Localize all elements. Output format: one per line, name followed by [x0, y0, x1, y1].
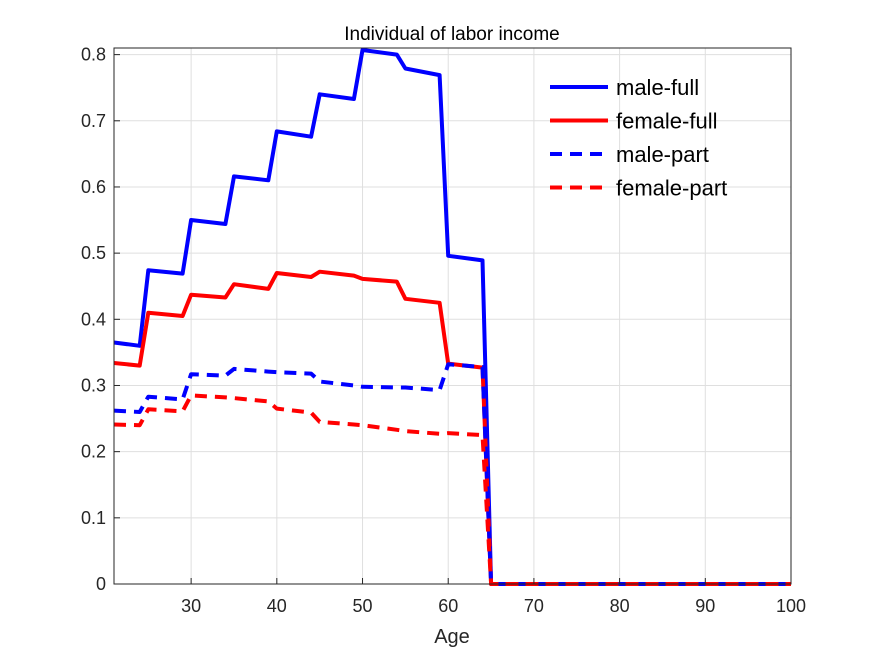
x-axis-label: Age [434, 626, 470, 648]
series-line-female-part [113, 393, 791, 586]
x-tick-label: 40 [267, 596, 287, 616]
series-line-female-full [113, 269, 791, 586]
y-tick-label: 0.4 [81, 309, 106, 329]
x-tick-label: 90 [695, 596, 715, 616]
legend: male-full female-full male-part female-part [550, 75, 727, 201]
x-tick-label: 80 [610, 596, 630, 616]
chart-title: Individual of labor income [344, 24, 559, 45]
x-tick-label: 50 [353, 596, 373, 616]
y-tick-label: 0.7 [81, 111, 106, 131]
grid-lines [114, 48, 791, 584]
series-line-male-full [113, 48, 791, 586]
y-tick-label: 0.1 [81, 508, 106, 528]
legend-label-female-full: female-full [616, 109, 717, 134]
y-tick-label: 0.2 [81, 442, 106, 462]
axis-ticks: 30 40 50 60 70 80 90 100 0 0.1 0.2 0.3 0.4 0.5 0.6 0.7 0… [81, 45, 806, 616]
y-tick-label: 0.6 [81, 177, 106, 197]
y-tick-label: 0 [96, 574, 106, 594]
plot-background [114, 48, 791, 584]
x-tick-label: 30 [181, 596, 201, 616]
plot-frame [113, 47, 792, 585]
x-tick-label: 100 [776, 596, 806, 616]
y-tick-label: 0.8 [81, 45, 106, 65]
legend-label-male-part: male-part [616, 142, 709, 167]
x-tick-label: 70 [524, 596, 544, 616]
series-layer [113, 48, 791, 586]
y-tick-label: 0.3 [81, 375, 106, 395]
x-tick-label: 60 [438, 596, 458, 616]
y-tick-label: 0.5 [81, 243, 106, 263]
legend-label-female-part: female-part [616, 176, 727, 201]
legend-label-male-full: male-full [616, 75, 699, 100]
series-line-male-part [113, 362, 791, 586]
